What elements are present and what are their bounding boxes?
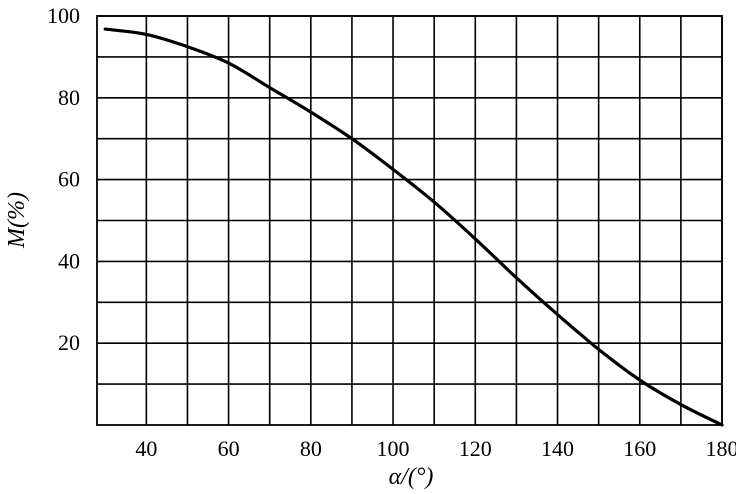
x-tick-label: 120 (459, 436, 492, 461)
x-tick-label: 80 (300, 436, 322, 461)
x-tick-label: 100 (377, 436, 410, 461)
y-tick-labels: 20 40 60 80 100 (47, 3, 80, 355)
y-tick-label: 40 (58, 248, 80, 273)
x-tick-label: 40 (135, 436, 157, 461)
x-tick-label: 140 (541, 436, 574, 461)
grid (97, 15, 723, 425)
y-tick-label: 20 (58, 330, 80, 355)
series-line (103, 27, 724, 427)
y-tick-label: 80 (58, 85, 80, 110)
y-tick-label: 60 (58, 167, 80, 192)
x-axis-title: α/(°) (389, 464, 434, 490)
y-axis-title: M(%) (4, 192, 30, 249)
y-tick-label: 100 (47, 3, 80, 28)
plot-frame (96, 15, 723, 426)
x-tick-label: 60 (218, 436, 240, 461)
x-tick-label: 180 (706, 436, 736, 461)
x-tick-labels: 40 60 80 100 120 140 160 180 (135, 436, 736, 461)
x-tick-label: 160 (623, 436, 656, 461)
